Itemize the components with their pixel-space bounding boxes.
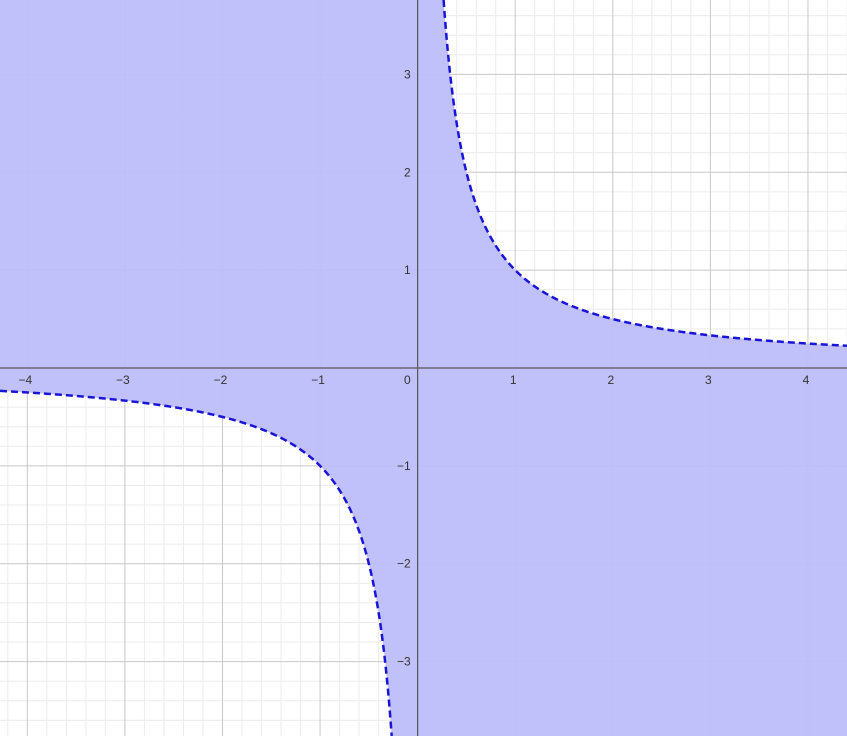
x-tick-label: 1 — [510, 373, 517, 387]
x-tick-label: −3 — [116, 373, 130, 387]
curve-lower-branch — [0, 389, 393, 736]
x-tick-label: −2 — [214, 373, 228, 387]
y-tick-label: −2 — [397, 557, 411, 571]
origin-label: 0 — [404, 373, 411, 387]
x-tick-label: 2 — [607, 373, 614, 387]
x-tick-label: 3 — [705, 373, 712, 387]
tick-labels: −4 −3 −2 −1 1 2 3 4 3 2 1 −1 −2 −3 0 — [18, 67, 809, 668]
x-tick-label: −1 — [311, 373, 325, 387]
y-tick-label: 1 — [404, 263, 411, 277]
y-tick-label: 2 — [404, 165, 411, 179]
x-tick-label: 4 — [803, 373, 810, 387]
y-tick-label: 3 — [404, 67, 411, 81]
x-tick-label: −4 — [18, 373, 32, 387]
curve-upper-branch — [442, 0, 847, 348]
y-tick-label: −1 — [397, 459, 411, 473]
y-tick-label: −3 — [397, 655, 411, 669]
